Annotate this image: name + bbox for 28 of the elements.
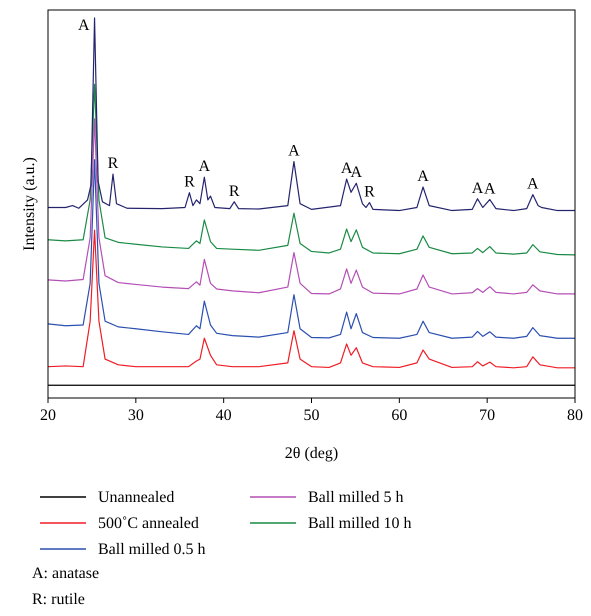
annotation: R	[228, 182, 240, 200]
x-tick-label: 60	[391, 407, 408, 424]
legend-label: Unannealed	[98, 489, 174, 506]
annotation: R	[184, 174, 196, 191]
x-tick-label: 40	[216, 407, 232, 424]
annotation: A	[350, 164, 363, 182]
annotation: A	[527, 176, 540, 193]
x-tick-label: 50	[304, 407, 320, 424]
annotation: A	[78, 17, 90, 34]
legend-label: 500˚C annealed	[98, 515, 199, 532]
annotation: A	[417, 168, 430, 186]
legend-label: Ball milled 10 h	[308, 515, 412, 532]
annotation: A	[484, 180, 496, 198]
text: A: anatase	[32, 565, 100, 582]
annotation: A	[472, 180, 484, 197]
annotation: A	[198, 158, 211, 176]
legend-label: Ball milled 5 h	[308, 489, 404, 506]
annotation: R	[108, 155, 119, 172]
annotation: R	[364, 184, 376, 201]
x-tick-label: 70	[479, 407, 496, 424]
annotation: A	[288, 142, 300, 160]
y-axis-title: Intensity (a.u.)	[21, 157, 38, 251]
x-tick-label: 20	[40, 407, 56, 424]
x-tick-label: 80	[567, 407, 583, 424]
x-tick-label: 30	[128, 407, 144, 424]
legend-label: Ball milled 0.5 h	[98, 541, 206, 558]
text: R: rutile	[32, 591, 85, 608]
x-axis-title: 2θ (deg)	[284, 445, 338, 462]
